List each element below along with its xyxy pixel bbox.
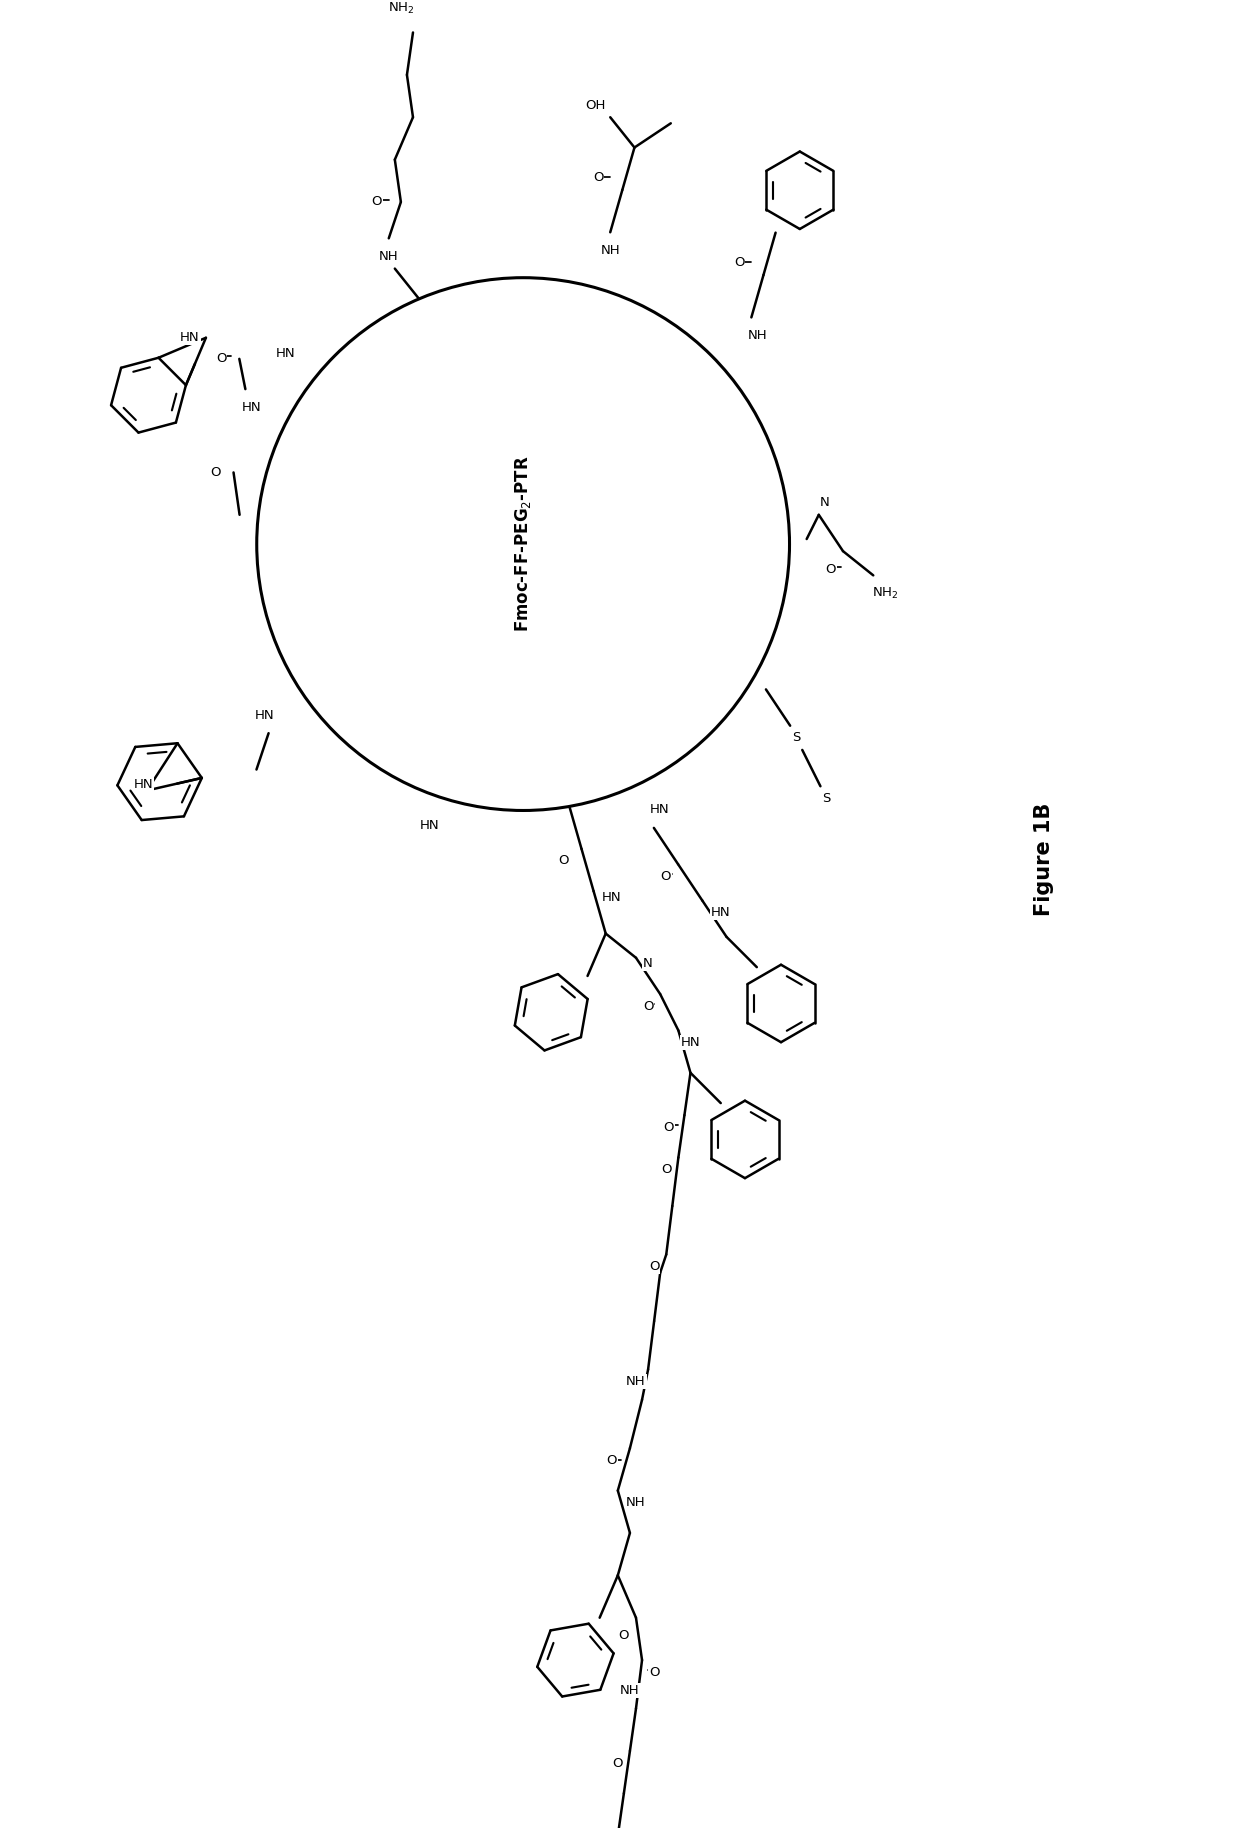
Text: O: O <box>210 466 221 479</box>
Text: OH: OH <box>585 99 606 112</box>
Text: O: O <box>649 1260 660 1273</box>
Text: NH: NH <box>620 1685 640 1697</box>
Text: N: N <box>644 957 653 971</box>
Text: N: N <box>820 496 830 508</box>
Text: O: O <box>734 256 744 269</box>
Text: HN: HN <box>180 331 200 344</box>
Text: NH: NH <box>379 251 398 263</box>
Text: O: O <box>613 1756 622 1769</box>
Text: O: O <box>558 854 569 867</box>
Text: NH: NH <box>626 1496 646 1509</box>
Text: S: S <box>822 792 831 805</box>
Text: HN: HN <box>601 891 621 904</box>
Text: NH: NH <box>600 243 620 256</box>
Text: O: O <box>606 1454 618 1467</box>
Text: O: O <box>661 871 671 883</box>
Text: S: S <box>792 732 800 744</box>
Text: NH$_2$: NH$_2$ <box>872 585 899 602</box>
Text: HN: HN <box>650 803 670 816</box>
Text: HN: HN <box>420 819 440 832</box>
Text: NH: NH <box>748 329 768 342</box>
Text: HN: HN <box>275 348 295 360</box>
Text: O: O <box>661 1163 672 1176</box>
Text: O: O <box>216 353 227 366</box>
Text: HN: HN <box>711 905 730 920</box>
Text: O: O <box>642 1000 653 1013</box>
Text: HN: HN <box>242 401 262 413</box>
Text: NH$_2$: NH$_2$ <box>388 0 414 16</box>
Text: O: O <box>593 172 604 185</box>
Text: Figure 1B: Figure 1B <box>1034 803 1054 916</box>
Text: HN: HN <box>255 708 274 722</box>
Text: O: O <box>372 196 382 209</box>
Text: NH: NH <box>626 1375 646 1388</box>
Text: O: O <box>826 563 836 576</box>
Text: HN: HN <box>681 1035 701 1050</box>
Text: O: O <box>649 1666 660 1679</box>
Text: Fmoc-FF-PEG$_2$-PTR: Fmoc-FF-PEG$_2$-PTR <box>513 455 533 633</box>
Text: O: O <box>663 1121 673 1134</box>
Text: O: O <box>619 1630 629 1642</box>
Text: HN: HN <box>134 777 153 790</box>
